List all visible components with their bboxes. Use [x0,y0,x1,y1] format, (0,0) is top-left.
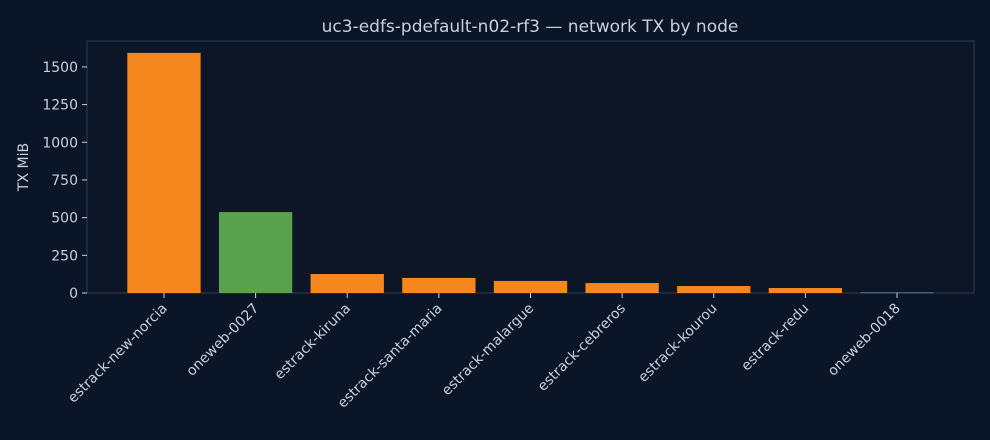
y-tick-label: 500 [51,211,78,227]
bar [310,274,384,293]
y-tick-label: 1000 [42,135,78,151]
y-tick-label: 750 [51,173,78,189]
y-tick-label: 0 [69,286,78,302]
chart-title: uc3-edfs-pdefault-n02-rf3 — network TX b… [322,17,739,37]
bar [860,292,934,294]
bar [585,283,659,293]
y-tick-label: 250 [51,248,78,264]
y-tick-label: 1250 [42,98,78,114]
bar [493,280,568,293]
bar [218,212,293,293]
bar [127,52,201,293]
bar [768,288,843,293]
bar [677,286,751,293]
y-axis-label: TX MiB [16,143,32,192]
y-tick-label: 1500 [42,60,78,76]
bar [402,277,476,293]
